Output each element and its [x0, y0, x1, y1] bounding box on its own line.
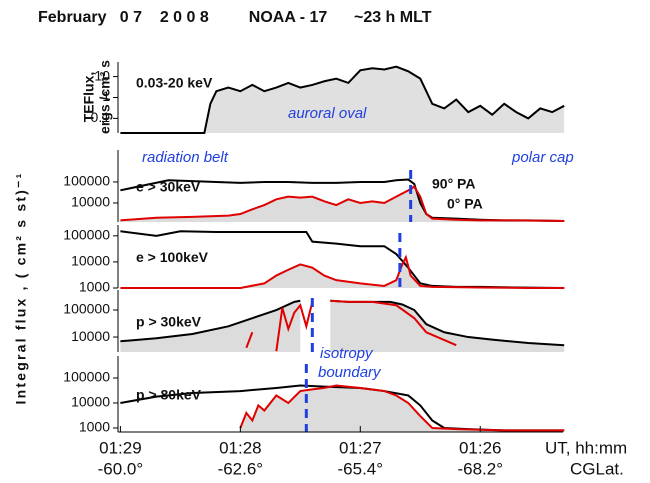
x-axis-label: UT, hh:mm [545, 438, 627, 457]
panel-label: p > 80keV [136, 387, 202, 403]
y-tick-label: 1 [102, 88, 110, 104]
series-line [120, 254, 565, 289]
annotation: isotropy [320, 345, 374, 362]
series-line [120, 65, 565, 134]
y-tick-label: 10 [94, 67, 110, 83]
y-tick-label: 100000 [63, 301, 110, 317]
x2-tick-label: -60.0° [98, 459, 144, 478]
annotation: polar cap [511, 149, 574, 166]
y-tick-label: 10000 [71, 328, 110, 344]
x-tick-label: 01:26 [459, 438, 502, 457]
annotation: auroral oval [288, 105, 367, 122]
panel-label: e > 30keV [136, 179, 201, 195]
y-tick-label: 10000 [71, 253, 110, 269]
area-fill [120, 66, 565, 133]
series-line [239, 384, 565, 432]
y-tick-label: 0.1 [91, 109, 111, 125]
series-line [120, 185, 565, 222]
y-axis-label: ergs /cm² s [97, 60, 113, 134]
y-axis-label: Integral flux , ( cm² s st)⁻¹ [13, 172, 29, 405]
y-tick-label: 100000 [63, 369, 110, 385]
area-fill [120, 300, 301, 352]
x2-tick-label: -62.6° [218, 459, 264, 478]
y-tick-label: 100000 [63, 173, 110, 189]
x-tick-label: 01:29 [99, 438, 142, 457]
panel-label: 0.03-20 keV [136, 75, 213, 91]
x2-axis-label: CGLat. [570, 459, 624, 478]
y-tick-label: 1000 [79, 419, 110, 435]
legend-label: 90° PA [432, 176, 475, 192]
panel-label: p > 30keV [136, 314, 202, 330]
x-tick-label: 01:27 [339, 438, 382, 457]
x-tick-label: 01:28 [219, 438, 262, 457]
y-tick-label: 10000 [71, 394, 110, 410]
annotation: radiation belt [142, 149, 229, 166]
series-line [245, 299, 457, 352]
y-tick-label: 10000 [71, 194, 110, 210]
x2-tick-label: -65.4° [338, 459, 384, 478]
legend-label: 0° PA [447, 196, 483, 212]
chart-title: February 0 7 2 0 0 8 NOAA - 17 ~23 h MLT [38, 9, 432, 26]
y-axis-label: TEFlux, [81, 72, 97, 123]
annotation: boundary [318, 364, 382, 381]
area-fill [240, 385, 565, 432]
y-tick-label: 1000 [79, 279, 110, 295]
x2-tick-label: -68.2° [457, 459, 503, 478]
panel-label: e > 100keV [136, 249, 209, 265]
area-fill [330, 300, 565, 352]
area-fill [120, 186, 565, 222]
y-tick-label: 100000 [63, 227, 110, 243]
